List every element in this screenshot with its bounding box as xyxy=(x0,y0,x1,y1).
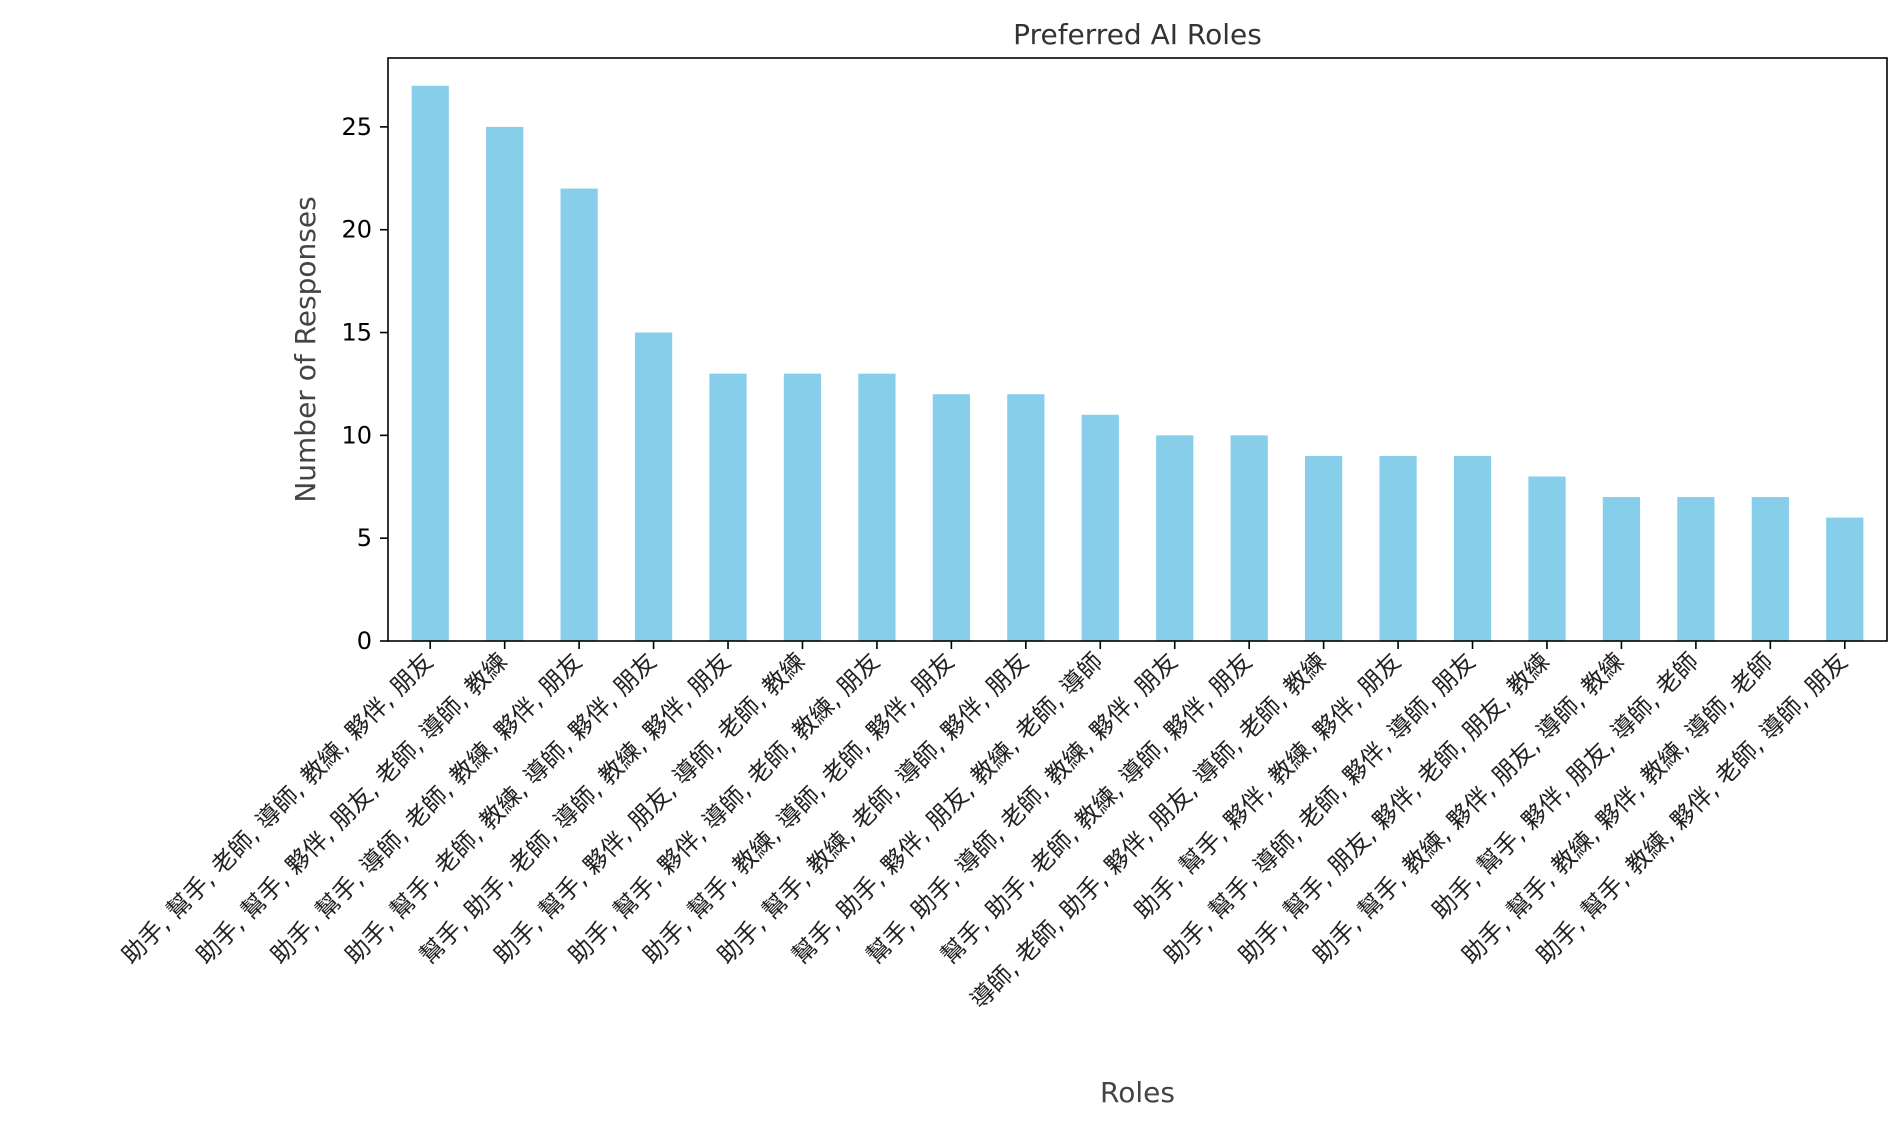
bar xyxy=(1751,497,1789,641)
bar xyxy=(1230,435,1268,641)
x-tick-label: 助手, 幫手, 夥伴, 朋友, 導師, 老師 xyxy=(1427,647,1704,924)
bar xyxy=(932,394,970,641)
y-axis-label: Number of Responses xyxy=(289,196,322,502)
bar xyxy=(486,126,524,641)
bar xyxy=(1379,455,1417,641)
bar xyxy=(1677,497,1715,641)
bar xyxy=(1007,394,1045,641)
y-tick-label: 0 xyxy=(357,627,372,655)
bar xyxy=(1528,476,1566,641)
bar xyxy=(560,188,598,641)
y-axis: 0 5 10 15 20 25 xyxy=(341,113,388,655)
bar xyxy=(1826,517,1864,641)
y-tick-label: 5 xyxy=(357,524,372,552)
bar xyxy=(411,85,449,641)
chart-title: Preferred AI Roles xyxy=(1013,18,1262,51)
bar xyxy=(1602,497,1641,641)
y-tick-label: 25 xyxy=(341,113,372,141)
bar xyxy=(1305,455,1343,641)
y-tick-label: 20 xyxy=(341,216,372,244)
bar xyxy=(1453,455,1492,641)
bars-group xyxy=(411,85,1864,641)
y-tick-label: 10 xyxy=(341,421,372,449)
y-tick-label: 15 xyxy=(341,319,372,347)
x-axis-label: Roles xyxy=(1100,1076,1175,1109)
plot-frame xyxy=(387,57,1888,642)
x-tick-label: 助手, 幫手, 夥伴, 教練, 夥伴, 朋友 xyxy=(1129,647,1406,924)
bar xyxy=(634,332,673,641)
bar xyxy=(709,373,747,641)
bar xyxy=(783,373,822,641)
bar xyxy=(1081,414,1119,641)
bar xyxy=(1156,435,1194,641)
bar xyxy=(858,373,896,641)
